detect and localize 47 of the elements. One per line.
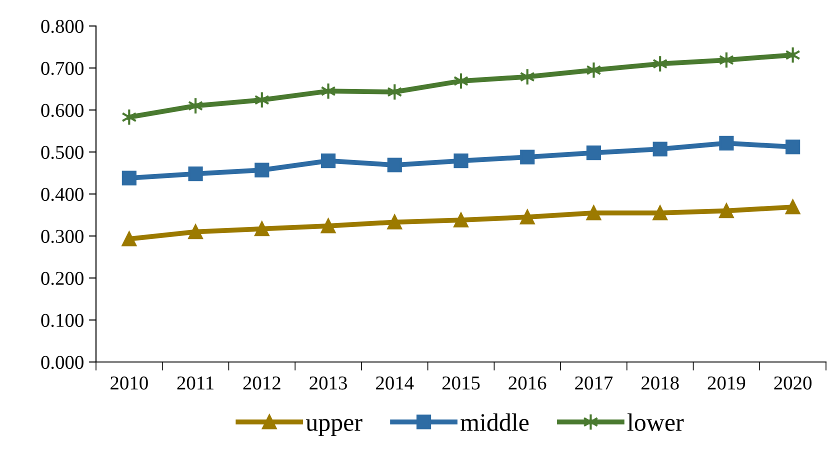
x-tick-label: 2020 bbox=[774, 376, 812, 390]
point bbox=[454, 154, 468, 168]
point bbox=[122, 170, 136, 186]
legend-label: lower bbox=[627, 413, 684, 431]
point bbox=[320, 218, 336, 234]
y-tick-label: 0.700 bbox=[41, 62, 84, 76]
x-tick-label: 2013 bbox=[310, 376, 347, 390]
legend-label: middle bbox=[460, 413, 529, 431]
point bbox=[387, 214, 402, 230]
x-tick-label: 2019 bbox=[708, 376, 746, 390]
point bbox=[188, 166, 203, 182]
x-tick-label: 2017 bbox=[575, 376, 613, 390]
x-tick-label: 2010 bbox=[110, 376, 148, 390]
point bbox=[387, 158, 402, 172]
x-tick-label: 2012 bbox=[243, 376, 280, 390]
y-tick-label: 0.000 bbox=[41, 356, 84, 370]
point bbox=[520, 210, 535, 224]
legend-label: upper bbox=[306, 418, 362, 436]
point bbox=[254, 162, 270, 178]
y-tick-label: 0.800 bbox=[41, 20, 84, 34]
x-tick-label: 2016 bbox=[508, 376, 546, 390]
point bbox=[586, 61, 602, 79]
point bbox=[652, 206, 668, 220]
point bbox=[652, 142, 668, 156]
point bbox=[454, 212, 468, 228]
x-tick-label: 2015 bbox=[442, 376, 480, 390]
point bbox=[586, 146, 602, 160]
point bbox=[719, 136, 734, 150]
point bbox=[786, 200, 800, 214]
point bbox=[719, 204, 734, 218]
point bbox=[188, 224, 203, 240]
y-tick-label: 0.200 bbox=[41, 272, 84, 286]
point bbox=[320, 82, 336, 100]
y-tick-label: 0.500 bbox=[41, 146, 84, 160]
y-tick-label: 0.600 bbox=[41, 104, 84, 118]
point bbox=[122, 232, 136, 246]
point bbox=[520, 150, 535, 164]
y-tick-label: 0.100 bbox=[41, 314, 84, 328]
y-tick-label: 0.400 bbox=[41, 188, 84, 202]
point bbox=[786, 140, 800, 154]
point bbox=[320, 154, 336, 168]
x-tick-label: 2018 bbox=[642, 376, 679, 390]
point bbox=[254, 222, 270, 236]
y-tick-label: 0.300 bbox=[41, 230, 84, 244]
x-tick-label: 2011 bbox=[177, 376, 214, 390]
point bbox=[586, 206, 602, 220]
x-tick-label: 2014 bbox=[376, 376, 414, 390]
